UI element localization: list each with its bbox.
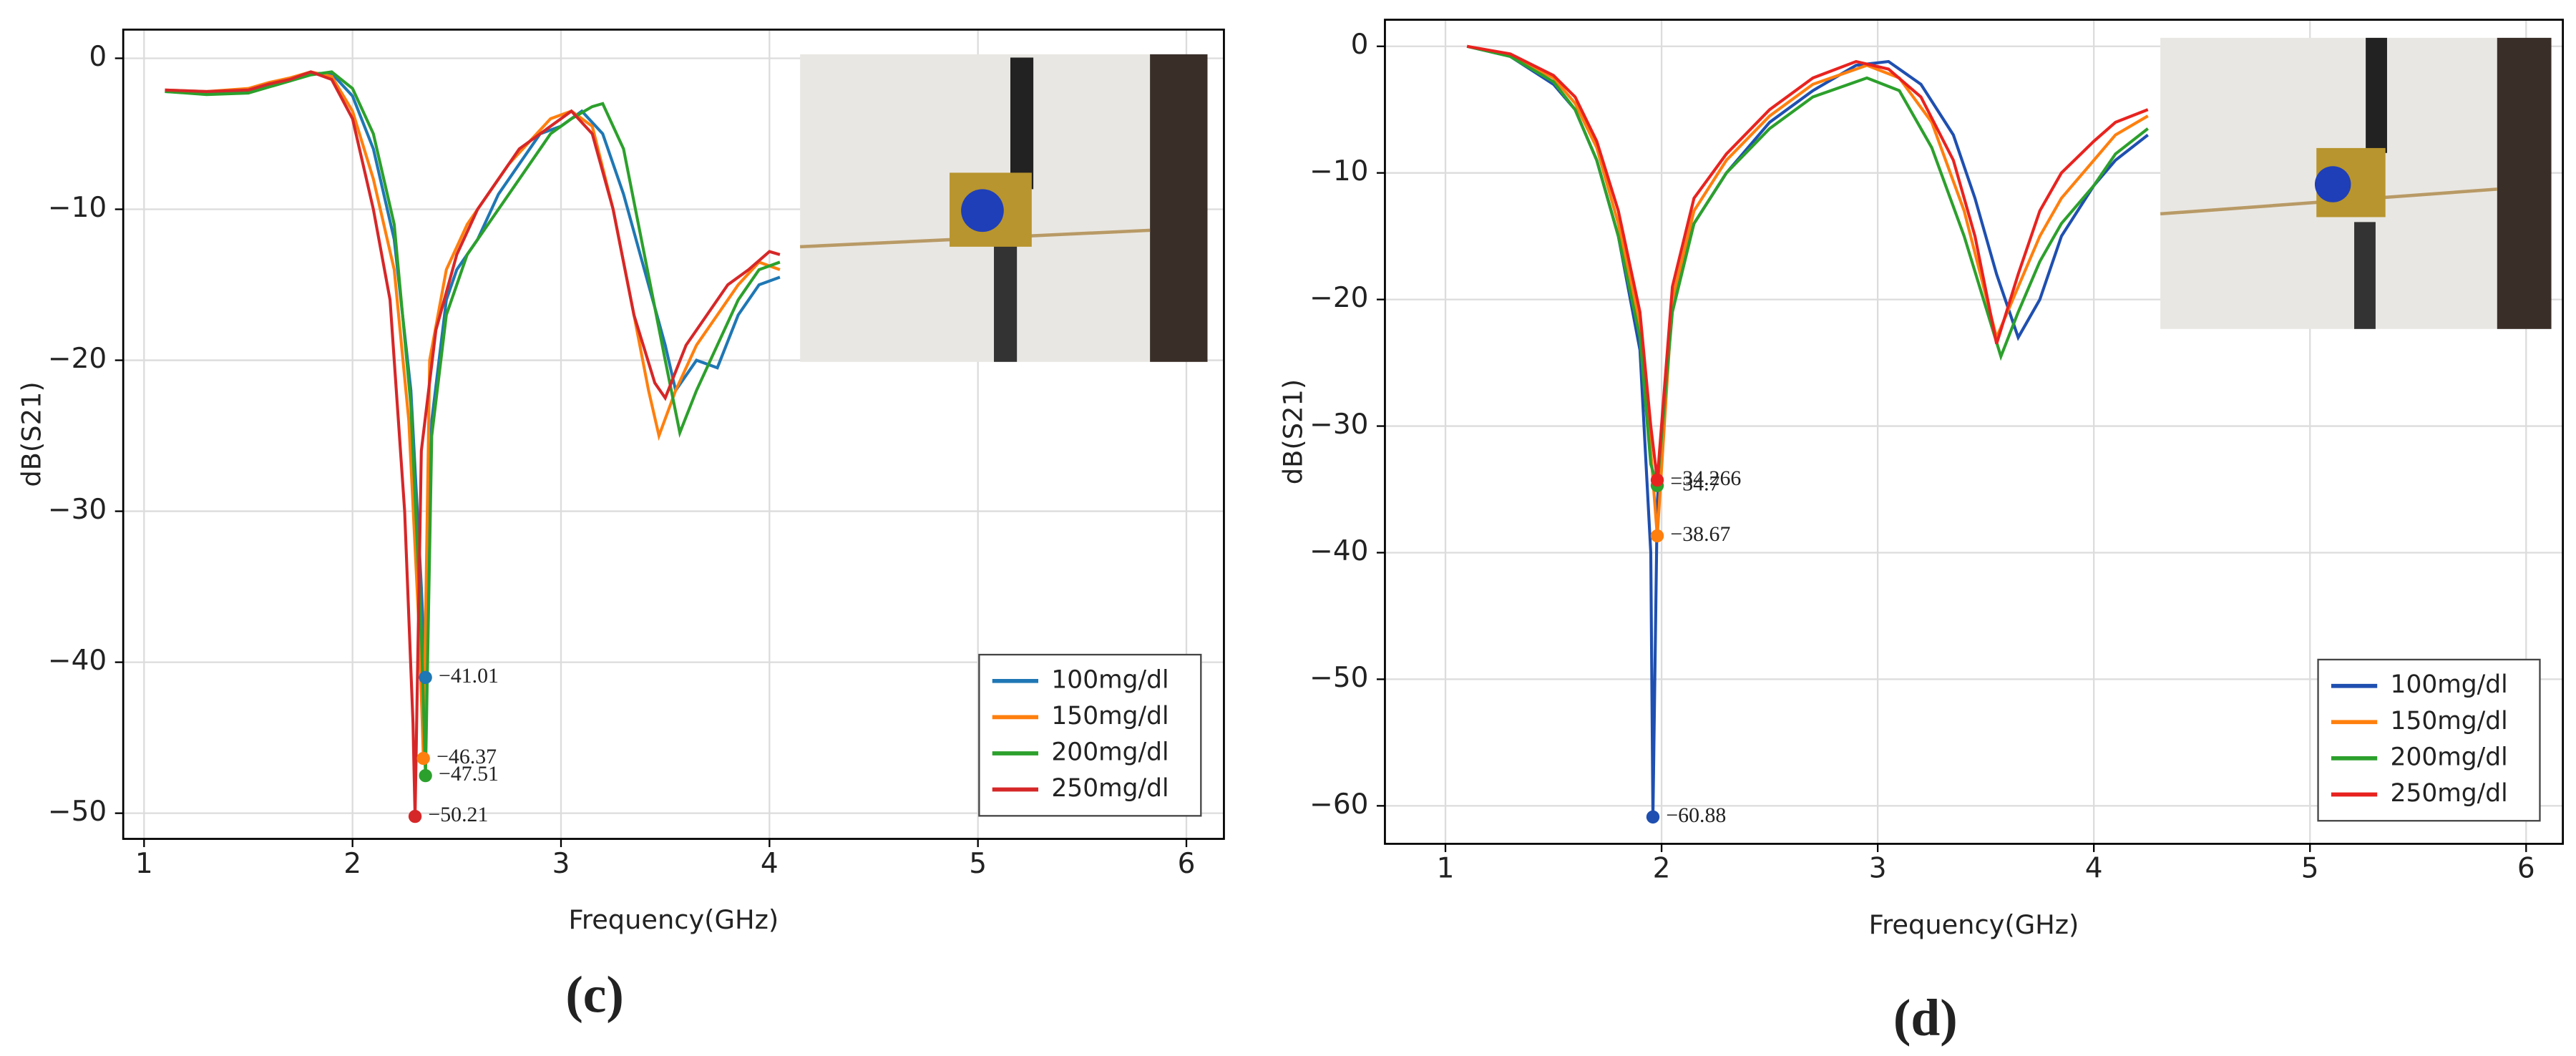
panel-label: (d)	[1893, 988, 1958, 1047]
inset-photo-d	[2160, 37, 2552, 329]
x-tick-label: 2	[343, 848, 361, 880]
axes-frame	[1384, 19, 2565, 845]
legend-label: 150mg/dl	[2391, 707, 2508, 735]
series-line	[1466, 44, 2149, 481]
marker	[1646, 810, 1660, 824]
x-tick-label: 5	[969, 848, 987, 880]
marker	[1650, 473, 1664, 487]
marker-label: −34.7	[1670, 472, 1719, 496]
y-tick-label: −20	[1309, 282, 1368, 314]
legend-label: 100mg/dl	[2391, 670, 2508, 699]
y-tick-label: −30	[1309, 409, 1368, 441]
marker-label: −60.88	[1666, 803, 1726, 827]
legend-label: 150mg/dl	[1051, 702, 1169, 730]
marker	[419, 670, 432, 685]
x-tick-label: 2	[1653, 853, 1671, 885]
y-tick-label: −10	[48, 192, 107, 224]
axes-frame	[122, 29, 1225, 840]
marker	[416, 751, 430, 766]
y-tick-label: 0	[89, 41, 107, 73]
marker-label: −34.266	[1670, 466, 1741, 490]
marker-label: −46.37	[436, 745, 497, 768]
x-tick-label: 3	[1869, 853, 1887, 885]
series-line	[1466, 44, 2149, 537]
y-axis-label: dB(S21)	[1278, 379, 1309, 484]
x-tick-label: 3	[552, 848, 570, 880]
legend-label: 200mg/dl	[1051, 738, 1169, 766]
y-tick-label: −60	[1309, 788, 1368, 821]
x-tick-label: 6	[2517, 853, 2535, 885]
legend-label: 100mg/dl	[1051, 665, 1169, 694]
y-tick-label: −30	[48, 494, 107, 526]
legend-label: 200mg/dl	[2391, 743, 2508, 771]
x-tick-label: 1	[1437, 853, 1455, 885]
legend-label: 250mg/dl	[1051, 774, 1169, 803]
inset-photo-c	[800, 54, 1208, 362]
x-tick-label: 6	[1178, 848, 1196, 880]
x-axis-label: Frequency(GHz)	[1869, 909, 2079, 940]
marker-label: −38.67	[1670, 522, 1730, 546]
marker-label: −47.51	[439, 762, 499, 786]
x-tick-label: 4	[2085, 853, 2103, 885]
x-tick-label: 4	[761, 848, 779, 880]
marker	[1650, 529, 1664, 543]
series-line	[1466, 44, 2149, 487]
series-line	[165, 70, 781, 817]
y-tick-label: −50	[48, 796, 107, 828]
y-tick-label: −10	[1309, 155, 1368, 187]
marker	[419, 768, 432, 783]
legend-label: 250mg/dl	[2391, 779, 2508, 808]
marker-label: −50.21	[428, 803, 488, 826]
y-tick-label: −40	[48, 645, 107, 677]
y-axis-label: dB(S21)	[16, 381, 47, 487]
marker	[408, 809, 422, 823]
y-tick-label: 0	[1351, 29, 1369, 61]
y-tick-label: −50	[1309, 662, 1368, 694]
x-tick-label: 1	[135, 848, 153, 880]
x-tick-label: 5	[2301, 853, 2319, 885]
x-axis-label: Frequency(GHz)	[568, 904, 779, 935]
panel-label: (c)	[565, 965, 624, 1024]
marker-label: −41.01	[439, 664, 499, 688]
y-tick-label: −40	[1309, 535, 1368, 567]
y-tick-label: −20	[48, 343, 107, 375]
